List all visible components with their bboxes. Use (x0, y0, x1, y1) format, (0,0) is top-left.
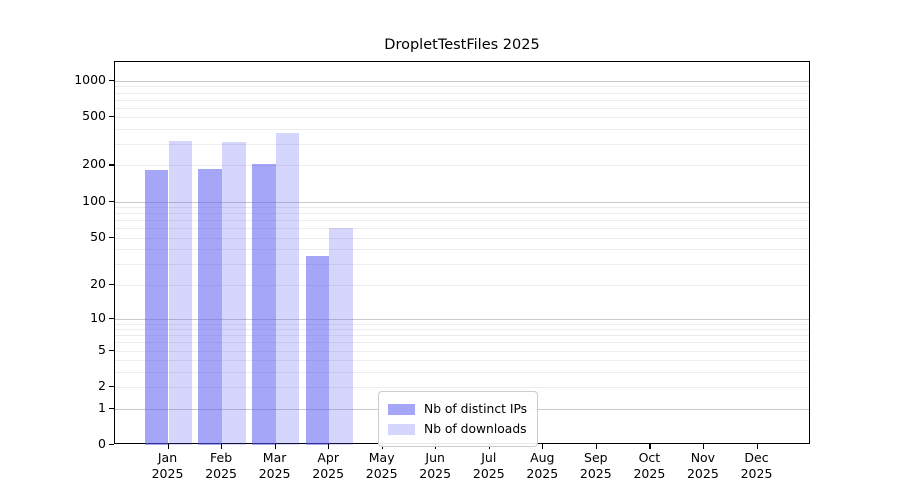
x-tick-label: Jan 2025 (151, 450, 184, 481)
legend-item-distinct-ips: Nb of distinct IPs (388, 399, 527, 419)
plot-area: Nb of distinct IPs Nb of downloads (114, 61, 810, 447)
y-tick-mark (109, 317, 114, 319)
minor-gridline (115, 129, 809, 130)
y-tick-label: 100 (82, 192, 106, 208)
legend-label-distinct-ips: Nb of distinct IPs (424, 402, 528, 416)
minor-gridline (115, 264, 809, 265)
x-tick-mark (595, 444, 597, 449)
x-tick-mark (328, 444, 330, 449)
y-tick-mark (109, 283, 114, 285)
y-tick-label: 1 (98, 399, 106, 415)
y-tick-label: 5 (98, 341, 106, 357)
minor-gridline (115, 237, 809, 239)
bar-apr-distinct-ips (305, 256, 330, 445)
minor-gridline (115, 371, 809, 373)
y-tick-label: 0 (98, 436, 106, 451)
minor-gridline (115, 228, 809, 230)
minor-gridline (115, 165, 809, 167)
minor-gridline (115, 107, 809, 109)
y-tick-label: 200 (82, 156, 106, 172)
y-tick-mark (109, 200, 114, 202)
minor-gridline (115, 220, 809, 222)
x-tick-mark (756, 444, 758, 449)
minor-gridline (115, 99, 809, 101)
x-tick-label: Sep 2025 (579, 450, 612, 481)
y-tick-label: 50 (90, 228, 106, 244)
y-tick-mark (109, 164, 114, 166)
x-tick-label: Aug 2025 (526, 450, 559, 481)
y-tick-label: 1000 (74, 71, 106, 87)
minor-gridline (115, 86, 809, 88)
minor-gridline (115, 249, 809, 251)
x-tick-label: Oct 2025 (633, 450, 666, 481)
y-tick-mark (109, 444, 114, 446)
minor-gridline (115, 335, 809, 337)
major-gridline (115, 318, 809, 320)
legend-swatch-downloads-icon (388, 423, 415, 435)
y-tick-label: 20 (90, 275, 106, 291)
x-tick-mark (167, 444, 169, 449)
y-tick-mark (109, 79, 114, 81)
legend-label-downloads: Nb of downloads (424, 422, 527, 436)
major-gridline (115, 201, 809, 203)
legend: Nb of distinct IPs Nb of downloads (378, 391, 539, 447)
major-gridline (115, 80, 809, 82)
y-tick-mark (109, 349, 114, 351)
x-tick-label: Mar 2025 (258, 450, 291, 481)
x-tick-mark (702, 444, 705, 449)
y-tick-mark (109, 116, 114, 118)
x-tick-mark (649, 444, 651, 449)
bar-feb-distinct-ips (198, 168, 223, 445)
bar-jan-distinct-ips (144, 169, 169, 445)
bar-mar-downloads (275, 133, 300, 445)
minor-gridline (115, 92, 809, 94)
legend-item-downloads: Nb of downloads (388, 419, 527, 439)
y-tick-label: 10 (90, 309, 106, 325)
y-tick-mark (109, 386, 114, 388)
x-tick-mark (221, 444, 223, 449)
minor-gridline (115, 387, 809, 389)
minor-gridline (115, 323, 809, 325)
x-tick-mark (274, 444, 276, 449)
x-tick-label: Jul 2025 (472, 450, 505, 481)
chart-title: DropletTestFiles 2025 (384, 37, 540, 53)
y-tick-label: 500 (82, 108, 106, 124)
x-tick-label: May 2025 (365, 450, 398, 481)
bar-feb-downloads (222, 142, 246, 445)
x-tick-mark (542, 444, 544, 449)
minor-gridline (115, 144, 809, 146)
x-tick-label: Jun 2025 (419, 450, 452, 481)
legend-swatch-distinct-ips-icon (388, 403, 415, 415)
minor-gridline (115, 207, 809, 209)
y-tick-mark (109, 236, 114, 238)
bar-apr-downloads (329, 228, 353, 445)
minor-gridline (115, 350, 809, 352)
minor-gridline (115, 342, 809, 344)
minor-gridline (115, 360, 809, 362)
y-tick-mark (109, 407, 114, 409)
x-tick-label: Feb 2025 (205, 450, 237, 481)
x-tick-label: Apr 2025 (312, 450, 345, 481)
minor-gridline (115, 117, 809, 119)
x-tick-label: Nov 2025 (686, 450, 719, 481)
minor-gridline (115, 213, 809, 215)
x-tick-label: Dec 2025 (740, 450, 773, 481)
minor-gridline (115, 329, 809, 331)
minor-gridline (115, 284, 809, 286)
bar-jan-downloads (168, 140, 193, 445)
bar-mar-distinct-ips (251, 164, 276, 445)
y-tick-label: 2 (98, 378, 106, 394)
